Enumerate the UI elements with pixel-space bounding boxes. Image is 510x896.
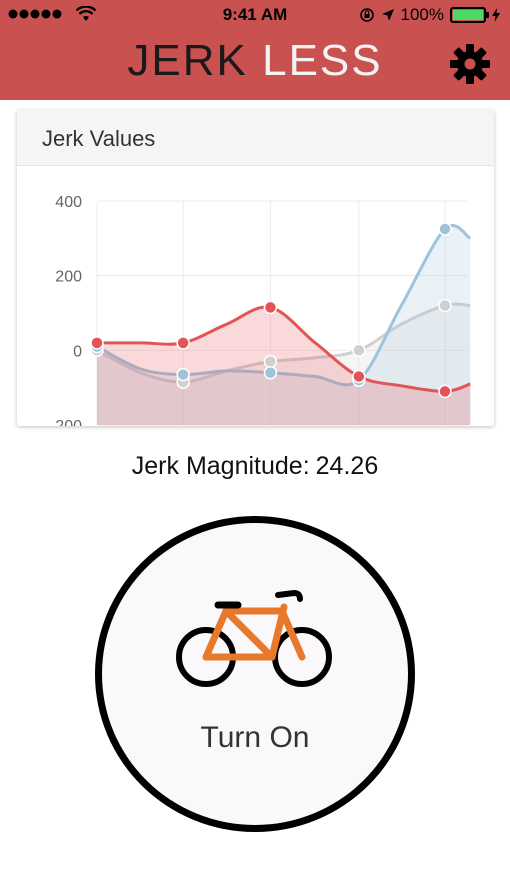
- location-arrow-icon: [381, 9, 394, 21]
- series-line: [97, 305, 471, 393]
- wifi-icon: [76, 6, 96, 21]
- battery-icon: [450, 7, 489, 23]
- bicycle-icon: [176, 589, 332, 687]
- card-title: Jerk Values: [17, 110, 494, 166]
- turn-on-button[interactable]: Turn On: [95, 516, 415, 832]
- turn-on-label: Turn On: [200, 721, 310, 754]
- series-line: [96, 224, 472, 387]
- app-title-part2: LESS: [262, 36, 383, 85]
- data-point: [263, 354, 278, 369]
- data-point: [438, 384, 452, 399]
- data-point: [263, 365, 278, 380]
- jerk-magnitude: Jerk Magnitude: 24.26: [0, 452, 510, 481]
- status-bar: 9:41 AM 100%: [0, 0, 510, 30]
- series-line: [96, 302, 471, 384]
- data-point: [438, 222, 452, 236]
- data-point: [176, 336, 190, 350]
- series-area: [97, 304, 471, 425]
- jerk-magnitude-value: 24.26: [315, 452, 379, 480]
- y-tick-label: 0: [73, 343, 82, 360]
- battery-percentage: 100%: [400, 5, 444, 24]
- app-title: JERK LESS: [0, 36, 510, 86]
- data-point: [352, 369, 366, 384]
- data-point: [90, 336, 104, 350]
- jerk-magnitude-label: Jerk Magnitude:: [131, 452, 310, 480]
- app-title-part1: JERK: [127, 36, 248, 85]
- gear-icon: [450, 44, 490, 84]
- charging-bolt-icon: [492, 8, 500, 22]
- data-point: [438, 298, 452, 313]
- data-point: [263, 300, 278, 315]
- signal-dots-icon: [8, 9, 62, 19]
- y-tick-label: -200: [50, 418, 82, 426]
- y-tick-label: 400: [55, 194, 82, 211]
- jerk-values-card: Jerk Values 4002000-2000.501.252.012.783…: [17, 110, 494, 426]
- data-point: [352, 343, 366, 358]
- signal-indicator: [8, 6, 96, 22]
- data-point: [176, 367, 190, 382]
- orientation-lock-icon: [359, 8, 374, 22]
- app-header: JERK LESS: [0, 30, 510, 100]
- status-time: 9:41 AM: [222, 5, 288, 24]
- settings-button[interactable]: [448, 42, 492, 86]
- y-tick-label: 200: [55, 269, 82, 286]
- status-right: 100%: [359, 5, 500, 25]
- series-area: [97, 306, 471, 425]
